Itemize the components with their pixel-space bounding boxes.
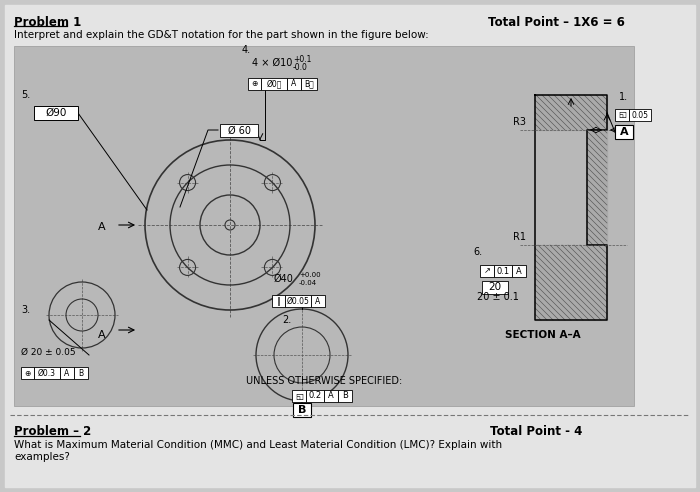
Text: R1: R1 bbox=[513, 232, 526, 242]
Text: ⊕: ⊕ bbox=[251, 80, 258, 89]
Text: 6.: 6. bbox=[473, 247, 482, 257]
Bar bbox=[261, 78, 287, 90]
Bar bbox=[34, 367, 60, 379]
Text: 2.: 2. bbox=[282, 315, 291, 325]
Text: 1.: 1. bbox=[619, 92, 628, 102]
Text: B: B bbox=[342, 392, 348, 400]
Text: R3: R3 bbox=[513, 117, 526, 127]
Text: Total Point – 1X6 = 6: Total Point – 1X6 = 6 bbox=[488, 16, 625, 29]
Text: A: A bbox=[98, 330, 106, 340]
Text: A: A bbox=[64, 369, 69, 377]
Text: UNLESS OTHERWISE SPECIFIED:: UNLESS OTHERWISE SPECIFIED: bbox=[246, 376, 402, 386]
Bar bbox=[272, 295, 285, 307]
Bar bbox=[74, 367, 88, 379]
Text: A: A bbox=[620, 127, 629, 137]
Bar bbox=[535, 245, 607, 320]
Text: 0.2: 0.2 bbox=[309, 392, 321, 400]
Bar bbox=[311, 295, 325, 307]
Text: +0.00: +0.00 bbox=[299, 272, 321, 278]
Text: B: B bbox=[298, 405, 306, 415]
Text: Ø90: Ø90 bbox=[46, 108, 66, 118]
Text: A: A bbox=[291, 80, 297, 89]
Text: -0.04: -0.04 bbox=[299, 280, 317, 286]
Bar bbox=[293, 403, 311, 417]
Text: Ø0.3: Ø0.3 bbox=[38, 369, 56, 377]
Text: ↗: ↗ bbox=[484, 267, 491, 276]
Text: 3.: 3. bbox=[21, 305, 30, 315]
Text: ‖: ‖ bbox=[276, 297, 281, 306]
Bar bbox=[512, 265, 526, 277]
Text: 20 ± 0.1: 20 ± 0.1 bbox=[477, 292, 519, 302]
Bar bbox=[292, 390, 306, 402]
Text: 4 × Ø10: 4 × Ø10 bbox=[252, 58, 293, 68]
Text: Ø40: Ø40 bbox=[274, 274, 294, 284]
Bar bbox=[587, 130, 607, 245]
Bar bbox=[285, 295, 311, 307]
Text: A: A bbox=[516, 267, 522, 276]
Bar bbox=[535, 95, 607, 130]
Text: Problem – 2: Problem – 2 bbox=[14, 425, 91, 438]
Text: A: A bbox=[328, 392, 334, 400]
Text: ⊕: ⊕ bbox=[25, 369, 31, 377]
Bar bbox=[14, 46, 634, 406]
Text: 20: 20 bbox=[489, 282, 502, 293]
Text: SECTION A–A: SECTION A–A bbox=[505, 330, 580, 340]
Bar bbox=[306, 390, 324, 402]
Text: Ø 60: Ø 60 bbox=[228, 125, 251, 135]
Text: Ø 20 ± 0.05: Ø 20 ± 0.05 bbox=[21, 348, 76, 357]
Text: ◱: ◱ bbox=[618, 111, 626, 120]
Bar bbox=[338, 390, 352, 402]
Text: 4.: 4. bbox=[242, 45, 251, 55]
Bar bbox=[220, 124, 258, 137]
Bar bbox=[287, 78, 301, 90]
Bar bbox=[248, 78, 261, 90]
Text: 0.1: 0.1 bbox=[496, 267, 510, 276]
Text: 5.: 5. bbox=[21, 90, 30, 100]
Text: +0.1: +0.1 bbox=[293, 55, 312, 64]
Bar bbox=[629, 109, 651, 121]
Bar bbox=[494, 265, 512, 277]
Text: 0.05: 0.05 bbox=[631, 111, 648, 120]
Bar bbox=[324, 390, 338, 402]
Bar bbox=[615, 109, 629, 121]
Text: A: A bbox=[316, 297, 321, 306]
Text: Ø0.05: Ø0.05 bbox=[286, 297, 309, 306]
Bar bbox=[21, 367, 34, 379]
Text: What is Maximum Material Condition (MMC) and Least Material Condition (LMC)? Exp: What is Maximum Material Condition (MMC)… bbox=[14, 440, 502, 461]
Bar bbox=[34, 106, 78, 120]
Text: Ø0Ⓜ: Ø0Ⓜ bbox=[266, 80, 281, 89]
Text: Problem 1: Problem 1 bbox=[14, 16, 81, 29]
Text: -0.0: -0.0 bbox=[293, 63, 308, 72]
Text: Interpret and explain the GD&T notation for the part shown in the figure below:: Interpret and explain the GD&T notation … bbox=[14, 30, 428, 40]
Bar bbox=[482, 281, 508, 294]
Text: Total Point - 4: Total Point - 4 bbox=[490, 425, 582, 438]
Text: B: B bbox=[78, 369, 83, 377]
Bar bbox=[615, 125, 633, 139]
Bar bbox=[480, 265, 494, 277]
Bar bbox=[60, 367, 74, 379]
Text: BⓂ: BⓂ bbox=[304, 80, 314, 89]
Bar bbox=[301, 78, 317, 90]
Text: A: A bbox=[98, 222, 106, 232]
Text: ◱: ◱ bbox=[295, 392, 303, 400]
